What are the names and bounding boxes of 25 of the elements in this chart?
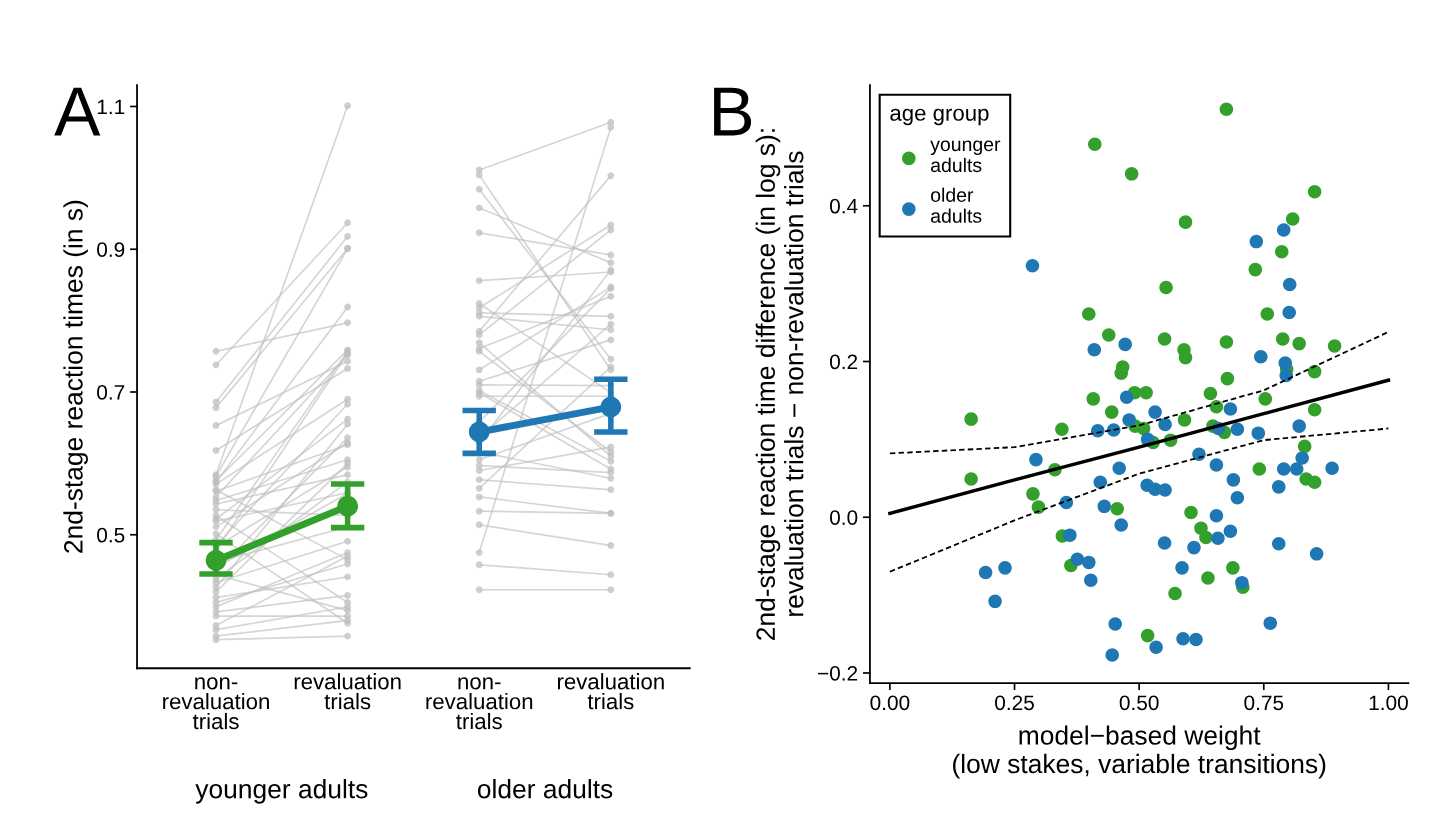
- x-tick-label: non- revaluation trials: [426, 677, 533, 730]
- legend-label: younger adults: [930, 140, 1001, 173]
- x-tick-label: revaluation trials: [557, 673, 664, 710]
- y-tick-label: 0.2: [829, 354, 858, 370]
- x-tick-label: revaluation trials: [294, 673, 401, 710]
- text: younger adults: [195, 779, 368, 804]
- y-tick-label: 0.7: [97, 385, 125, 400]
- x-tick-label: 0.00: [870, 695, 910, 711]
- x-tick-label: 1.00: [1369, 695, 1408, 711]
- y-tick-label: −0.2: [818, 665, 858, 681]
- x-tick-label: non- revaluation trials: [163, 677, 269, 730]
- y-axis-title: 2nd-stage reaction time difference (in log s): revaluation trials − non-revaluation trials: [755, 129, 804, 640]
- y-tick-label: 0.9: [97, 242, 125, 257]
- y-tick-label: 0.4: [829, 198, 858, 214]
- x-axis-title: model−based weight (low stakes, variable transitions): [953, 725, 1326, 779]
- y-tick-label: 0.5: [97, 527, 125, 543]
- x-tick-label: 0.50: [1119, 695, 1159, 711]
- legend-title: age group: [890, 108, 989, 126]
- chart-title: B: [714, 87, 752, 136]
- x-tick-label: 0.25: [995, 695, 1034, 711]
- y-axis-title: 2nd-stage reaction times (in s): [63, 200, 88, 553]
- legend-label: older adults: [931, 187, 982, 223]
- x-tick-label: 0.75: [1244, 695, 1284, 711]
- text: older adults: [477, 779, 613, 799]
- y-tick-label: 0.0: [829, 510, 858, 525]
